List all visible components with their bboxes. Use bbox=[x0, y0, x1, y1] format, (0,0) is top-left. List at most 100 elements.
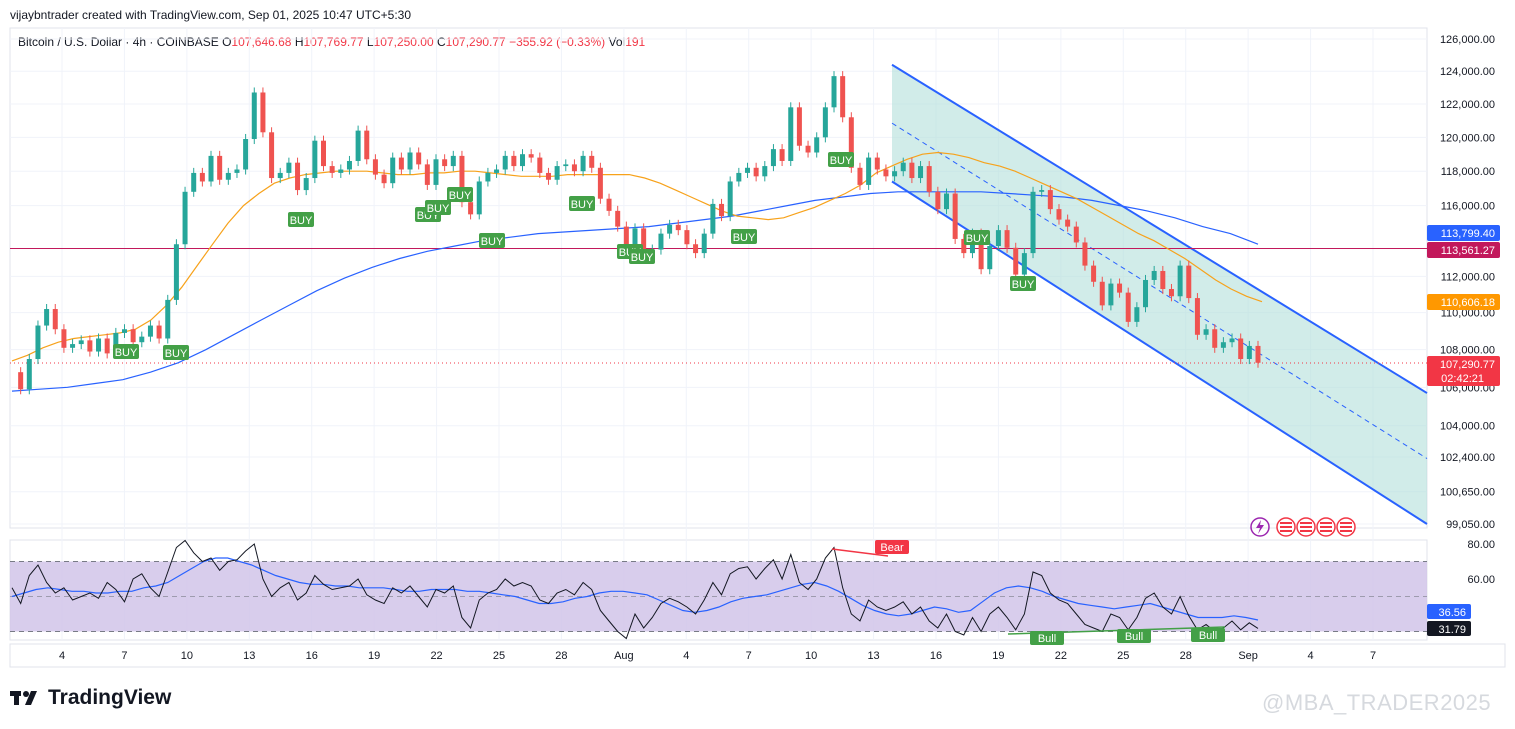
candle-body bbox=[520, 154, 526, 167]
buy-signal-label: BUY bbox=[733, 232, 756, 244]
x-tick-label: 4 bbox=[683, 650, 689, 662]
candle-body bbox=[710, 203, 716, 234]
candle-body bbox=[398, 157, 404, 170]
rsi-signal-label: Bull bbox=[1038, 633, 1056, 645]
chart-credit: vijaybntrader created with TradingView.c… bbox=[10, 8, 412, 22]
candle-body bbox=[641, 228, 647, 257]
buy-signal-badge[interactable] bbox=[731, 229, 757, 244]
lightning-event-icon[interactable] bbox=[1250, 517, 1270, 537]
tradingview-logo[interactable]: TradingView bbox=[10, 686, 171, 710]
candle-body bbox=[1151, 270, 1157, 280]
candle-body bbox=[848, 117, 854, 168]
candle-body bbox=[217, 155, 223, 180]
candle-body bbox=[831, 76, 837, 108]
price-axis-marker-label: 107,290.77 bbox=[1440, 359, 1495, 371]
channel-mid-line bbox=[891, 122, 1428, 459]
rsi-axis-marker bbox=[1427, 604, 1471, 619]
candle-body bbox=[459, 155, 465, 203]
buy-signal-badge[interactable] bbox=[479, 233, 505, 248]
candle-body bbox=[545, 172, 551, 180]
candle-body bbox=[113, 332, 119, 354]
candle-body bbox=[727, 181, 733, 217]
buy-signal-label: BUY bbox=[165, 348, 188, 360]
ma-fast-line bbox=[11, 151, 1263, 362]
buy-signal-label: BUY bbox=[427, 203, 450, 215]
x-tick-label: 16 bbox=[306, 650, 318, 662]
buy-signal-badge[interactable] bbox=[163, 345, 189, 360]
candle-body bbox=[260, 92, 266, 133]
candle-body bbox=[857, 167, 863, 185]
candle-body bbox=[589, 155, 595, 168]
candle-body bbox=[1238, 338, 1244, 360]
bull-divergence-line bbox=[1007, 626, 1226, 635]
candle-body bbox=[840, 76, 846, 118]
buy-signal-badge[interactable] bbox=[425, 200, 451, 215]
candle-body bbox=[225, 172, 231, 180]
y-tick-label: 104,000.00 bbox=[1440, 421, 1495, 433]
candle-body bbox=[744, 167, 750, 173]
channel-upper-line[interactable] bbox=[891, 63, 1428, 394]
buy-signal-label: BUY bbox=[631, 252, 654, 264]
rsi-axis-marker bbox=[1427, 621, 1471, 636]
y-tick-label: 120,000.00 bbox=[1440, 132, 1495, 144]
descending-channel-fill bbox=[892, 64, 1427, 524]
buy-signal-badge[interactable] bbox=[447, 187, 473, 202]
buy-signal-badge[interactable] bbox=[1010, 276, 1036, 291]
candle-body bbox=[1134, 307, 1140, 322]
candle-body bbox=[243, 139, 249, 170]
candle-body bbox=[779, 149, 785, 161]
rsi-axis-marker-label: 31.79 bbox=[1438, 624, 1466, 636]
candle-body bbox=[450, 155, 456, 167]
x-tick-label: 25 bbox=[493, 650, 505, 662]
price-axis-marker-label: 113,799.40 bbox=[1441, 228, 1495, 240]
candle-body bbox=[26, 359, 32, 390]
candle-body bbox=[121, 329, 127, 333]
candle-body bbox=[18, 372, 24, 390]
candle-body bbox=[658, 233, 664, 250]
x-tick-label: 13 bbox=[243, 650, 255, 662]
candle-body bbox=[407, 152, 413, 170]
candle-body bbox=[675, 224, 681, 231]
buy-signal-badge[interactable] bbox=[629, 249, 655, 264]
candle-body bbox=[286, 162, 292, 173]
low-label: L bbox=[366, 35, 374, 49]
buy-signal-badge[interactable] bbox=[113, 344, 139, 359]
bull-signal-badge[interactable] bbox=[1030, 631, 1064, 645]
buy-signal-badge[interactable] bbox=[288, 212, 314, 227]
buy-signal-badge[interactable] bbox=[964, 230, 990, 245]
candle-body bbox=[329, 166, 335, 173]
candle-body bbox=[96, 338, 102, 352]
flag-stripe-icon bbox=[1320, 526, 1332, 528]
candle-body bbox=[788, 107, 794, 161]
bear-signal-badge[interactable] bbox=[875, 540, 909, 554]
bull-signal-badge[interactable] bbox=[1117, 629, 1151, 643]
x-tick-label: Aug bbox=[614, 650, 634, 662]
y-tick-label: 116,000.00 bbox=[1441, 201, 1495, 213]
flag-stripe-icon bbox=[1280, 530, 1292, 532]
rsi-band bbox=[10, 561, 1427, 632]
bull-signal-badge[interactable] bbox=[1191, 628, 1225, 642]
x-tick-label: Sep bbox=[1238, 650, 1258, 662]
candle-body bbox=[1091, 265, 1097, 282]
watermark-text: @MBA_TRADER2025 bbox=[1262, 690, 1492, 715]
buy-signal-badge[interactable] bbox=[569, 196, 595, 211]
flag-stripe-icon bbox=[1340, 530, 1352, 532]
candle-body bbox=[701, 233, 707, 254]
candle-body bbox=[1030, 191, 1036, 254]
flag-stripe-icon bbox=[1300, 522, 1312, 524]
y-tick-label: 100,650.00 bbox=[1440, 487, 1495, 499]
candle-body bbox=[736, 172, 742, 182]
candle-body bbox=[338, 169, 344, 173]
countdown-label: 02:42:21 bbox=[1441, 373, 1484, 385]
candle-body bbox=[874, 157, 880, 170]
candle-body bbox=[61, 329, 67, 348]
candle-body bbox=[1047, 190, 1053, 210]
candle-body bbox=[987, 246, 993, 270]
buy-signal-badge[interactable] bbox=[828, 152, 854, 167]
candle-body bbox=[494, 169, 500, 173]
candle-body bbox=[424, 164, 430, 185]
rsi-signal-label: Bear bbox=[880, 542, 904, 554]
candle-body bbox=[753, 167, 759, 177]
candle-body bbox=[468, 202, 474, 215]
